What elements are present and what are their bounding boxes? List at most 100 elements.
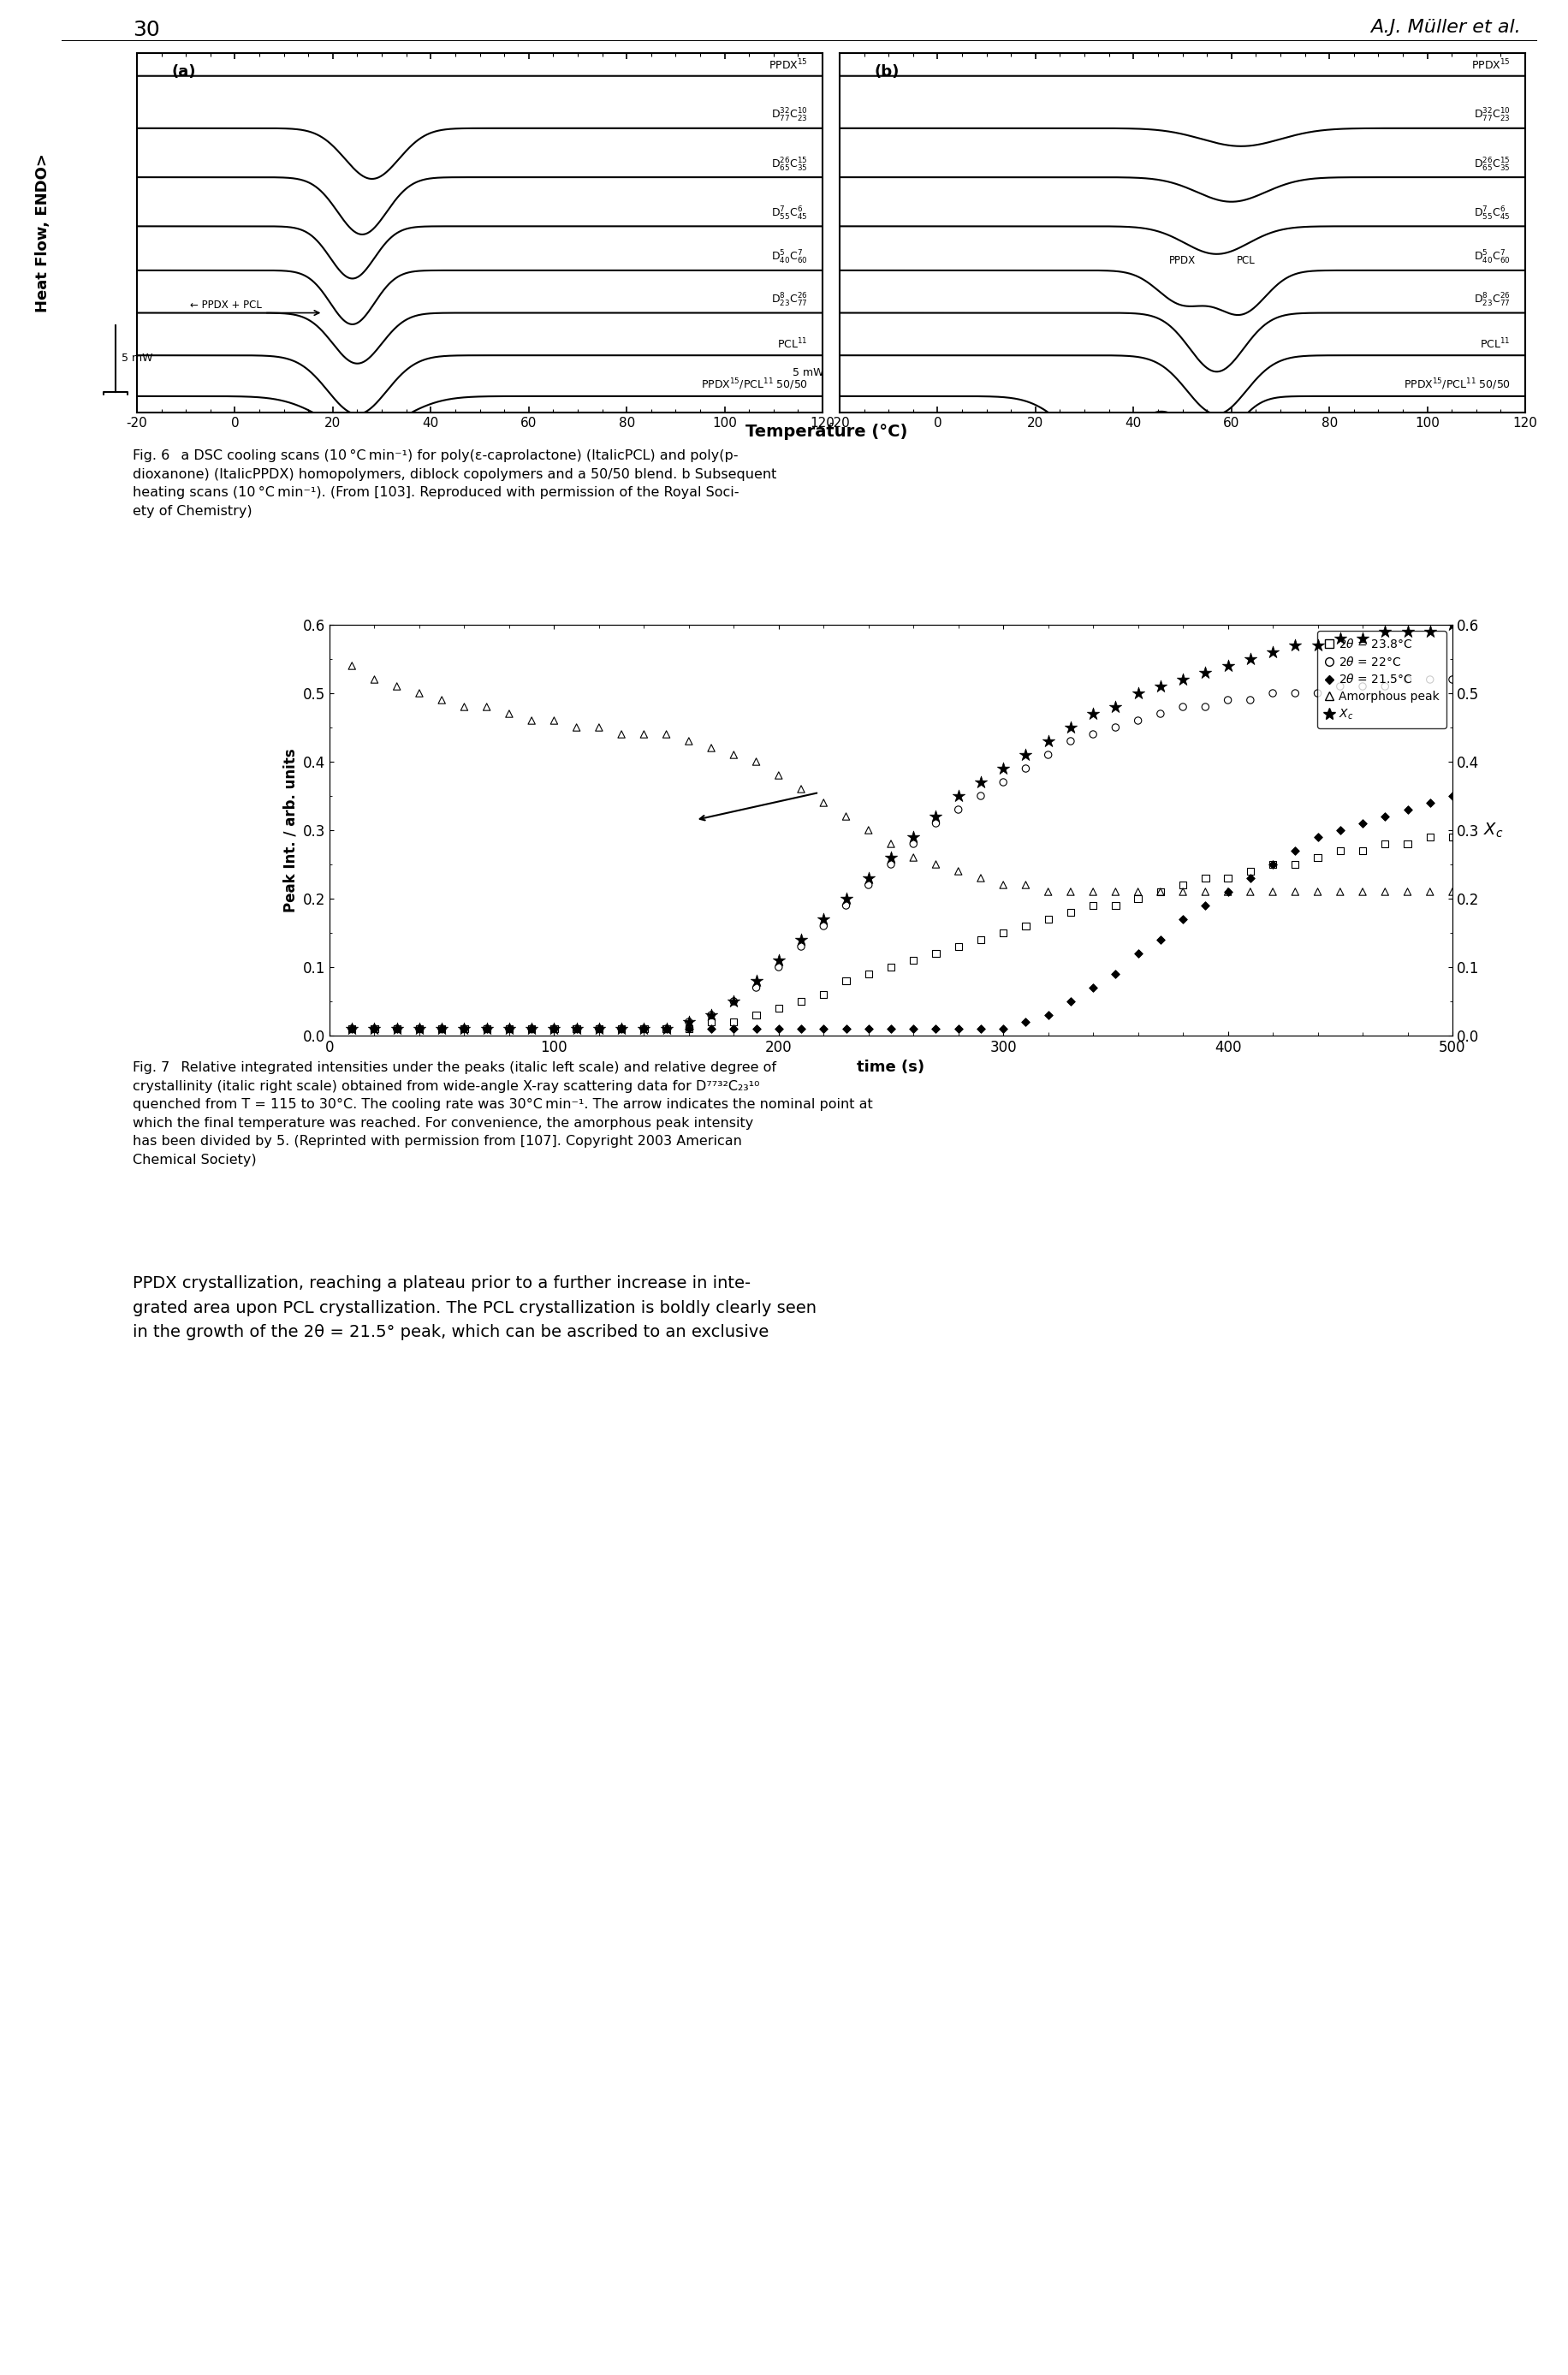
Point xyxy=(1350,831,1375,869)
Point xyxy=(811,1009,836,1047)
Point xyxy=(721,736,746,774)
Point xyxy=(1283,831,1308,869)
Point xyxy=(1396,660,1421,698)
Text: Temperature (°C): Temperature (°C) xyxy=(746,423,908,439)
Point xyxy=(969,860,994,898)
Point xyxy=(902,824,927,862)
Point xyxy=(406,1009,431,1047)
Point xyxy=(384,1009,409,1047)
Text: D$^{7}_{55}$C$^{6}_{45}$: D$^{7}_{55}$C$^{6}_{45}$ xyxy=(1474,204,1510,223)
Point xyxy=(1439,606,1465,644)
Text: PCL$^{11}$: PCL$^{11}$ xyxy=(778,337,808,352)
Point xyxy=(564,1009,590,1047)
Point xyxy=(1237,853,1262,891)
Point xyxy=(946,853,971,891)
Point xyxy=(1102,708,1127,746)
Text: PPDX$^{15}$/PCL$^{11}$ 50/50: PPDX$^{15}$/PCL$^{11}$ 50/50 xyxy=(1403,378,1510,392)
Point xyxy=(362,1009,387,1047)
Point xyxy=(1058,872,1083,910)
Text: PPDX$^{15}$/PCL$^{11}$ 50/50: PPDX$^{15}$/PCL$^{11}$ 50/50 xyxy=(701,378,808,392)
Point xyxy=(406,1009,431,1047)
Point xyxy=(1215,872,1240,910)
Point xyxy=(1328,872,1353,910)
Point xyxy=(1013,867,1038,905)
Point xyxy=(1035,995,1060,1033)
Text: PCL: PCL xyxy=(1237,256,1256,266)
Point xyxy=(1261,846,1286,884)
Point xyxy=(743,962,768,1000)
Point xyxy=(497,1009,522,1047)
Point xyxy=(519,1009,544,1047)
Text: PCL$^{11}$: PCL$^{11}$ xyxy=(1480,337,1510,352)
Point xyxy=(1148,922,1173,960)
Point xyxy=(856,955,881,993)
Point xyxy=(608,1009,633,1047)
Point xyxy=(339,646,364,684)
Point xyxy=(1261,634,1286,672)
Point xyxy=(721,1002,746,1040)
Point xyxy=(811,976,836,1014)
Point xyxy=(834,886,859,924)
Point xyxy=(834,1009,859,1047)
Point xyxy=(384,1009,409,1047)
Point xyxy=(474,689,499,727)
Point xyxy=(586,708,612,746)
Point xyxy=(1305,627,1330,665)
Point xyxy=(654,715,679,753)
Point xyxy=(1170,872,1195,910)
Point xyxy=(924,805,949,843)
Point xyxy=(902,817,927,855)
Point xyxy=(497,696,522,734)
Point xyxy=(1148,667,1173,705)
Point xyxy=(969,1009,994,1047)
Point xyxy=(1058,983,1083,1021)
Text: A.J. Müller et al.: A.J. Müller et al. xyxy=(1370,19,1521,36)
Point xyxy=(1080,886,1105,924)
Point xyxy=(384,1009,409,1047)
Point xyxy=(1126,701,1151,739)
Point xyxy=(362,1009,387,1047)
Point xyxy=(1013,907,1038,945)
Point xyxy=(767,948,792,986)
Point xyxy=(654,1009,679,1047)
Point xyxy=(743,995,768,1033)
Text: (a): (a) xyxy=(171,64,196,78)
Point xyxy=(1283,627,1308,665)
Point xyxy=(339,1009,364,1047)
Point xyxy=(1193,689,1218,727)
Point xyxy=(1261,872,1286,910)
Point xyxy=(721,1009,746,1047)
Text: D$^{5}_{40}$C$^{7}_{60}$: D$^{5}_{40}$C$^{7}_{60}$ xyxy=(771,249,808,266)
Point xyxy=(1305,674,1330,712)
Point xyxy=(430,1009,455,1047)
Text: 5 mW: 5 mW xyxy=(792,368,823,378)
Point xyxy=(1439,777,1465,815)
Point xyxy=(339,1009,364,1047)
Point xyxy=(474,1009,499,1047)
Point xyxy=(1126,674,1151,712)
Point xyxy=(1215,872,1240,910)
Point xyxy=(1126,879,1151,917)
Text: 30: 30 xyxy=(133,19,160,40)
Point xyxy=(564,708,590,746)
Point xyxy=(1350,667,1375,705)
Point xyxy=(1372,613,1397,651)
Point xyxy=(1328,831,1353,869)
Point xyxy=(1080,696,1105,734)
Point xyxy=(1148,872,1173,910)
Text: Fig. 6  a DSC cooling scans (10 °C min⁻¹) for poly(ε-caprolactone) (ItalicPCL) a: Fig. 6 a DSC cooling scans (10 °C min⁻¹)… xyxy=(133,449,776,518)
Point xyxy=(1148,872,1173,910)
Point xyxy=(789,922,814,960)
Point xyxy=(1193,872,1218,910)
Point xyxy=(1439,872,1465,910)
Point xyxy=(676,1009,701,1047)
Point xyxy=(1439,660,1465,698)
Point xyxy=(991,1009,1016,1047)
Point xyxy=(1439,817,1465,855)
Point xyxy=(924,1009,949,1047)
Point xyxy=(541,701,566,739)
Point xyxy=(497,1009,522,1047)
Point xyxy=(339,1009,364,1047)
Point xyxy=(474,1009,499,1047)
Point xyxy=(1193,653,1218,691)
